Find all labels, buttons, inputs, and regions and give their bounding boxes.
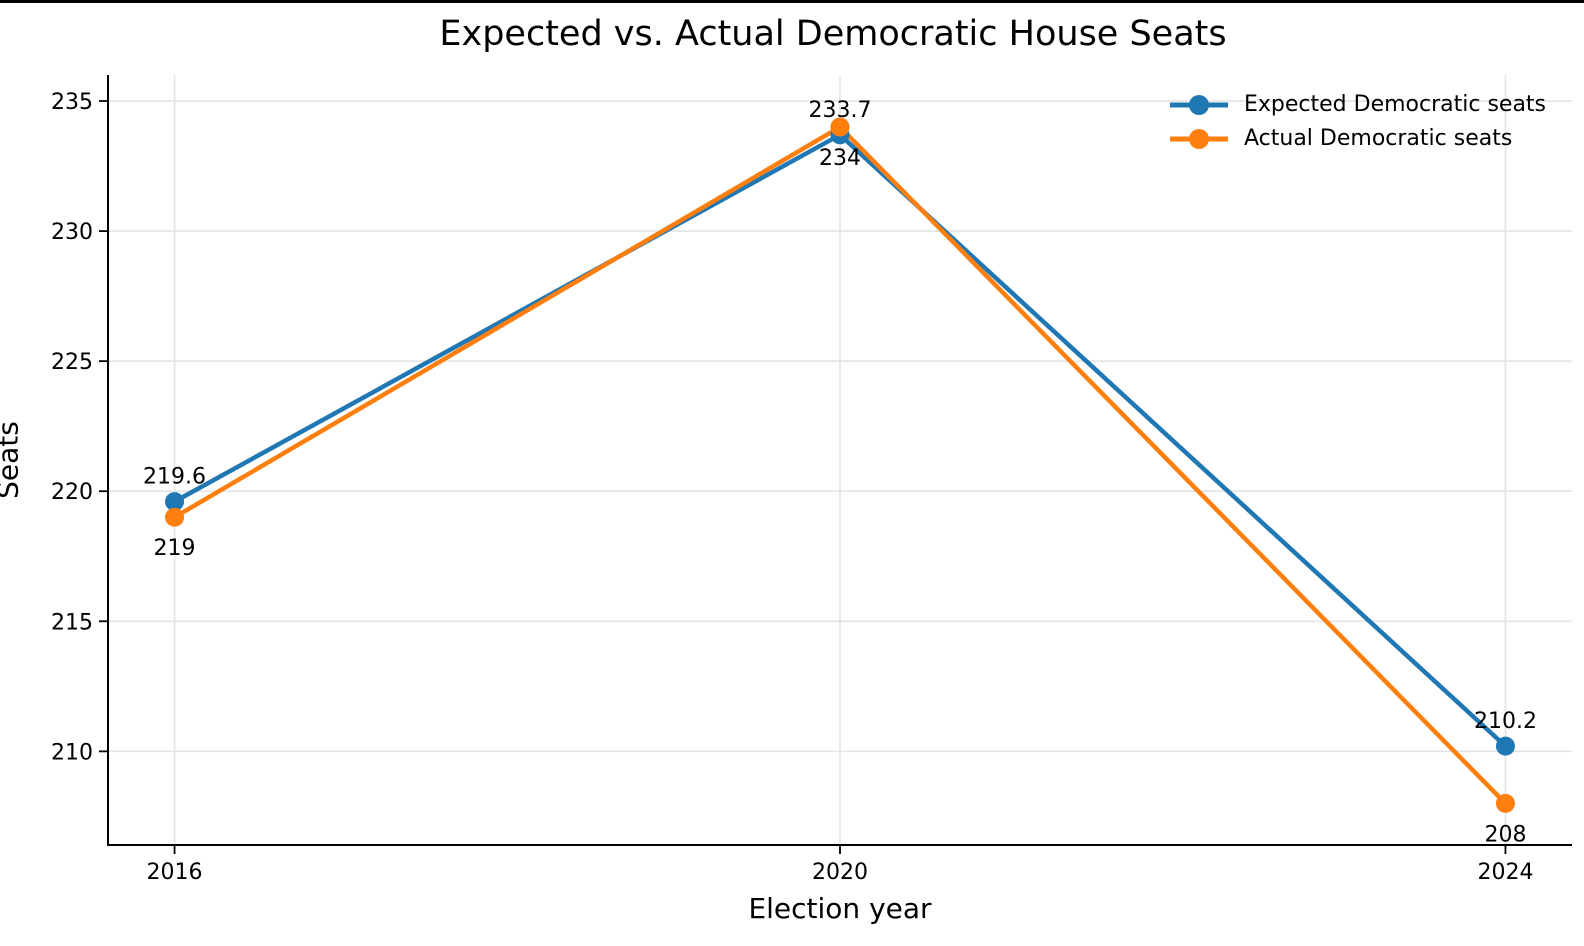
legend-marker-dot — [1189, 94, 1209, 115]
point-value-label: 208 — [1484, 822, 1526, 847]
legend-marker-icon — [1170, 128, 1228, 149]
data-point — [830, 117, 850, 137]
y-axis-title: Seats — [0, 421, 25, 499]
point-value-label: 219 — [154, 536, 196, 561]
point-value-label: 233.7 — [809, 98, 872, 123]
legend-item: Actual Democratic seats — [1168, 122, 1546, 155]
top-edge-bar — [0, 0, 1584, 3]
y-tick-label: 235 — [51, 90, 93, 115]
point-value-label: 234 — [819, 146, 861, 171]
point-value-label: 219.6 — [143, 465, 206, 490]
data-point — [165, 492, 185, 512]
legend-marker-icon — [1170, 94, 1228, 115]
data-point — [1495, 793, 1515, 813]
data-point — [1495, 736, 1515, 756]
data-point — [165, 507, 185, 527]
y-tick-label: 215 — [51, 610, 93, 635]
y-tick-label: 225 — [51, 350, 93, 375]
y-tick-label: 230 — [51, 220, 93, 245]
x-tick-label: 2016 — [147, 860, 203, 885]
legend-item-label: Actual Democratic seats — [1244, 126, 1513, 151]
legend-item-label: Expected Democratic seats — [1244, 92, 1547, 117]
chart-title: Expected vs. Actual Democratic House Sea… — [439, 14, 1227, 54]
y-tick-label: 210 — [51, 740, 93, 765]
legend: Expected Democratic seats Actual Democrat… — [1168, 88, 1546, 155]
x-tick-label: 2020 — [812, 860, 868, 885]
legend-marker-dot — [1189, 128, 1209, 149]
x-axis-title: Election year — [748, 892, 932, 925]
x-tick-label: 2024 — [1477, 860, 1533, 885]
point-value-label: 210.2 — [1474, 709, 1537, 734]
legend-item: Expected Democratic seats — [1168, 88, 1546, 121]
y-tick-label: 220 — [51, 480, 93, 505]
